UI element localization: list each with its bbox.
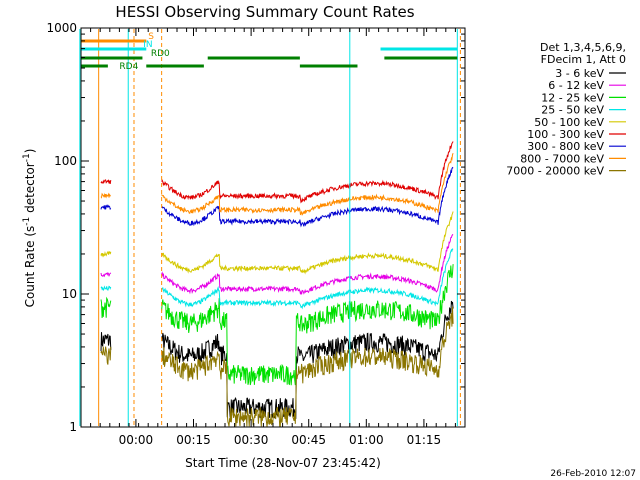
series-line	[100, 166, 454, 228]
legend-entry-label: 300 - 800 keV	[527, 140, 604, 153]
y-axis-label: Count Rate (s-1 detector-1)	[22, 149, 37, 308]
x-tick-label: 00:00	[119, 433, 154, 447]
x-tick-label: 00:45	[291, 433, 326, 447]
series-line	[100, 264, 454, 386]
footer-date: 26-Feb-2010 12:07	[550, 469, 636, 479]
legend-entry-label: 6 - 12 keV	[548, 79, 604, 92]
flag-label: RD0	[151, 49, 170, 59]
legend-entry-label: 800 - 7000 keV	[520, 152, 604, 165]
chart-title: HESSI Observing Summary Count Rates	[115, 3, 414, 21]
series-line	[100, 141, 454, 204]
legend-entry-label: 100 - 300 keV	[527, 128, 604, 141]
legend-entry-label: 7000 - 20000 keV	[506, 165, 604, 178]
x-axis-label: Start Time (28-Nov-07 23:45:42)	[185, 456, 381, 470]
y-tick-label: 1	[69, 420, 77, 434]
legend-entry-label: 3 - 6 keV	[555, 67, 604, 80]
x-tick-label: 00:30	[234, 433, 269, 447]
legend-header-line-1: Det 1,3,4,5,6,9,	[540, 41, 626, 54]
legend-entry-label: 12 - 25 keV	[541, 91, 604, 104]
series-line	[100, 248, 454, 310]
series-line	[100, 211, 454, 275]
flag-label: S	[148, 32, 154, 42]
flag-label: IN	[143, 40, 152, 50]
y-tick-label: 1000	[46, 21, 77, 35]
legend: Det 1,3,4,5,6,9, FDecim 1, Att 0 3 - 6 k…	[506, 41, 626, 178]
series-line	[100, 234, 454, 295]
series-line	[100, 153, 454, 216]
x-tick-label: 01:15	[407, 433, 442, 447]
legend-header-line-2: FDecim 1, Att 0	[541, 53, 626, 66]
series-line	[100, 306, 454, 428]
y-axis: 1 10 100 1000	[46, 21, 465, 434]
legend-entry-label: 25 - 50 keV	[541, 104, 604, 117]
legend-entry-label: 50 - 100 keV	[534, 116, 604, 129]
series-line	[100, 300, 454, 419]
y-tick-label: 10	[62, 287, 77, 301]
x-tick-label: 01:00	[349, 433, 384, 447]
x-axis: 00:00 00:15 00:30 00:45 01:00 01:15	[80, 28, 466, 447]
x-tick-label: 00:15	[176, 433, 211, 447]
flag-label: RD4	[119, 62, 138, 72]
y-tick-label: 100	[54, 154, 77, 168]
